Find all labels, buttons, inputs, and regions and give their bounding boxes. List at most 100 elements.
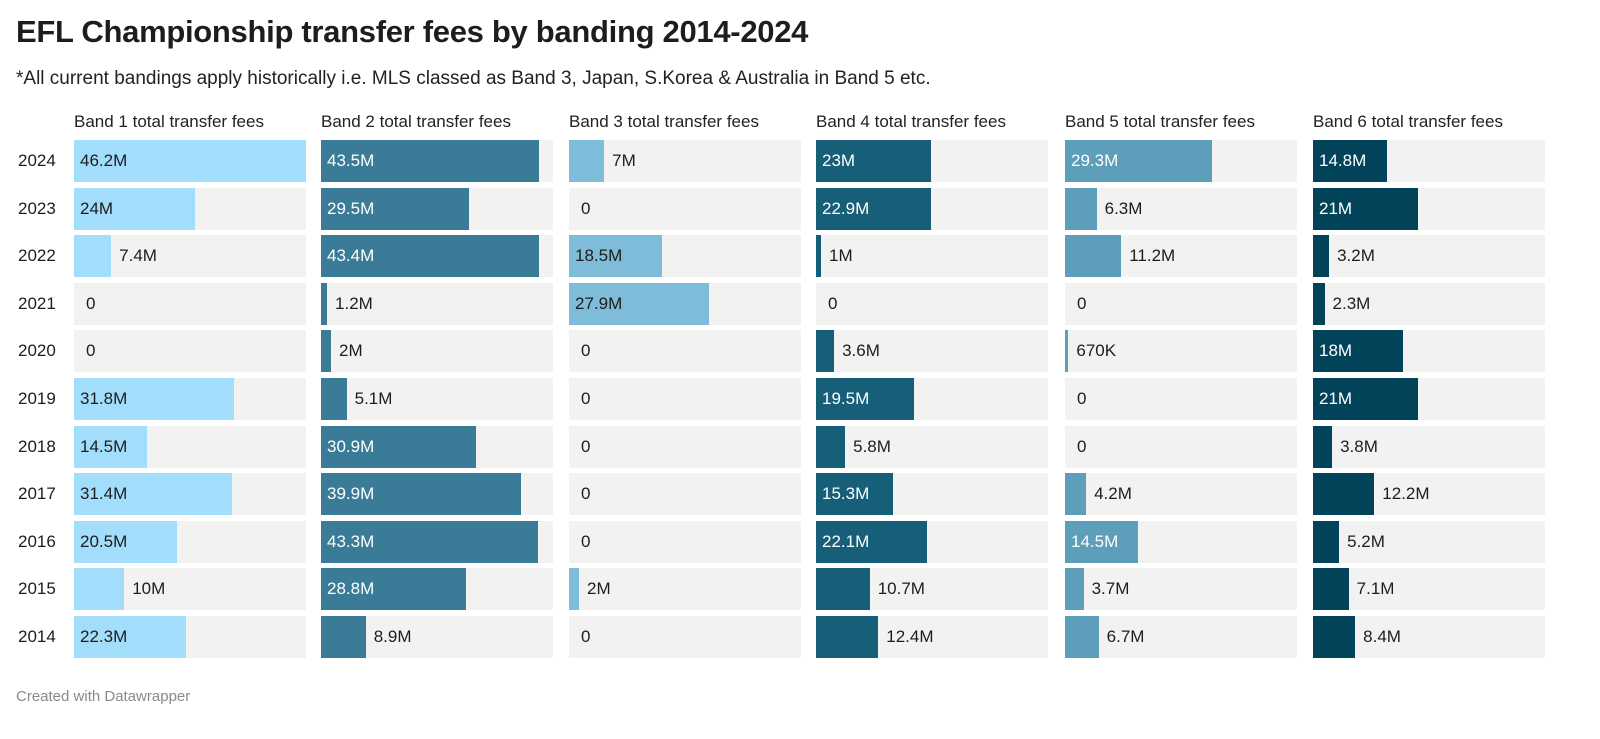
bar-track: 0	[569, 378, 801, 420]
bar-track: 0	[569, 616, 801, 658]
bar	[816, 425, 846, 468]
bar	[816, 187, 931, 230]
year-label: 2022	[18, 246, 56, 266]
value-label: 0	[581, 341, 591, 361]
bar	[816, 473, 893, 516]
bar-track: 2.3M	[1313, 282, 1545, 325]
value-label: 18M	[1319, 341, 1353, 361]
value-label: 2M	[587, 579, 611, 599]
bar	[321, 235, 539, 278]
bar-track: 24M	[74, 187, 306, 230]
bar-track: 0	[74, 282, 306, 325]
panel-title: Band 4 total transfer fees	[816, 112, 1006, 131]
bar-track: 11.2M	[1065, 235, 1297, 278]
bar	[321, 568, 466, 611]
bar-track: 0	[1065, 425, 1297, 468]
bar	[1313, 235, 1330, 278]
value-label: 0	[581, 198, 591, 218]
bar-track: 27.9M	[569, 282, 801, 325]
chart-title: EFL Championship transfer fees by bandin…	[16, 14, 809, 49]
value-label: 0	[1077, 436, 1087, 456]
bar	[321, 378, 347, 420]
value-label: 7M	[612, 151, 636, 170]
bar-track: 10M	[74, 568, 306, 611]
bar	[1313, 378, 1419, 420]
value-label: 0	[86, 341, 96, 361]
bar	[1065, 473, 1087, 516]
bar	[74, 378, 234, 420]
chart-subtitle: *All current bandings apply historically…	[16, 68, 931, 89]
bar	[569, 282, 710, 325]
bar-track: 29.5M	[321, 187, 553, 230]
bar-track: 21M	[1313, 378, 1545, 420]
bar	[569, 235, 662, 278]
bar	[569, 140, 605, 182]
value-label: 43.5M	[327, 151, 375, 170]
bar-track: 3.7M	[1065, 568, 1297, 611]
bar-track: 0	[1065, 282, 1297, 325]
bar	[1065, 520, 1138, 563]
bar-track: 0	[1065, 378, 1297, 420]
bar	[321, 425, 477, 468]
bar	[1313, 568, 1349, 611]
year-label: 2021	[18, 293, 56, 313]
year-label: 2015	[18, 579, 56, 599]
value-label: 0	[581, 531, 591, 551]
bar-track: 1M	[816, 235, 1048, 278]
year-label: 2023	[18, 198, 56, 218]
bar	[74, 140, 306, 182]
bar-track: 20.5M	[74, 520, 306, 563]
bar	[816, 520, 927, 563]
bar-track: 10.7M	[816, 568, 1048, 611]
bar-track: 8.4M	[1313, 616, 1545, 658]
bar	[816, 616, 879, 658]
bar	[74, 568, 125, 611]
bar-track: 0	[569, 425, 801, 468]
bar-track: 43.5M	[321, 140, 553, 182]
value-label: 0	[581, 627, 591, 646]
year-label: 2014	[18, 627, 56, 646]
bar	[1313, 187, 1419, 230]
bar-track: 22.1M	[816, 520, 1048, 563]
value-label: 5.2M	[1347, 531, 1385, 551]
value-label: 22.9M	[822, 198, 870, 218]
bar-track: 19.5M	[816, 378, 1048, 420]
bar-track: 5.1M	[321, 378, 553, 420]
bar-track: 21M	[1313, 187, 1545, 230]
value-label: 1.2M	[335, 293, 373, 313]
value-label: 22.3M	[80, 627, 128, 646]
bar	[1065, 187, 1097, 230]
value-label: 43.4M	[327, 246, 375, 266]
bar-track: 14.5M	[1065, 520, 1297, 563]
bar-track: 0	[74, 330, 306, 373]
value-label: 46.2M	[80, 151, 128, 170]
value-label: 21M	[1319, 198, 1353, 218]
bar-track: 0	[569, 520, 801, 563]
year-label: 2017	[18, 484, 56, 504]
value-label: 8.9M	[373, 627, 412, 646]
bar-track: 3.8M	[1313, 425, 1545, 468]
bar	[321, 140, 540, 182]
bar-track: 2M	[569, 568, 801, 611]
value-label: 4.2M	[1094, 484, 1132, 504]
value-label: 29.3M	[1071, 151, 1119, 170]
panel-title: Band 6 total transfer fees	[1313, 112, 1503, 131]
value-label: 10.7M	[877, 579, 925, 599]
year-label: 2024	[18, 151, 56, 170]
value-label: 24M	[80, 198, 114, 218]
bar	[1065, 140, 1213, 182]
bar	[1313, 282, 1325, 325]
bar	[1065, 330, 1069, 373]
value-label: 12.4M	[886, 627, 934, 646]
bar-track: 23M	[816, 140, 1048, 182]
bar	[74, 473, 232, 516]
year-label: 2016	[18, 531, 56, 551]
bar	[1313, 616, 1356, 658]
bar	[1313, 140, 1388, 182]
bar-track: 46.2M	[74, 140, 306, 182]
bar	[816, 140, 932, 182]
bar	[321, 616, 366, 658]
bar-track: 6.7M	[1065, 616, 1297, 658]
value-label: 23M	[822, 151, 856, 170]
value-label: 31.8M	[80, 389, 128, 408]
